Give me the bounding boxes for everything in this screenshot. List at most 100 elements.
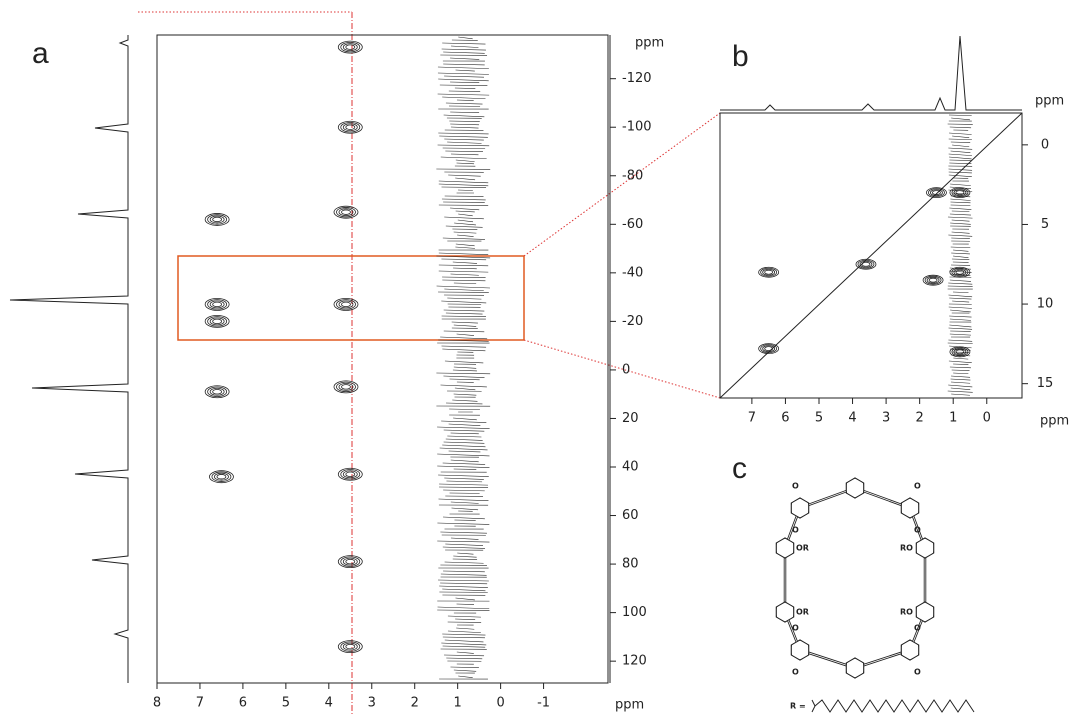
contour-ring bbox=[336, 381, 356, 393]
contour-ring bbox=[345, 124, 356, 130]
contour-ring bbox=[209, 317, 225, 326]
y-tick-label: -60 bbox=[622, 217, 643, 232]
contour-ring bbox=[212, 318, 223, 325]
x-tick-label: 6 bbox=[239, 696, 247, 711]
contour-ring bbox=[955, 190, 965, 196]
x-tick-label: 6 bbox=[781, 411, 789, 426]
contour-ring bbox=[333, 205, 359, 219]
ring-fill bbox=[776, 603, 794, 621]
peak bbox=[337, 40, 363, 54]
contour-ring bbox=[337, 467, 363, 481]
y-axis-label: ppm bbox=[1035, 94, 1064, 109]
atom-label: RO bbox=[900, 544, 913, 553]
contour-ring bbox=[204, 297, 230, 311]
benzene-ring bbox=[845, 657, 865, 679]
contour-ring bbox=[209, 387, 225, 396]
atom-label: O bbox=[914, 624, 921, 633]
contour-ring bbox=[953, 189, 967, 197]
y-tick-label: 120 bbox=[622, 654, 647, 669]
benzene-ring bbox=[915, 537, 935, 559]
x-tick-label: 7 bbox=[748, 411, 756, 426]
contour-ring bbox=[212, 301, 223, 308]
contour-ring bbox=[216, 474, 227, 480]
atom-label: RO bbox=[900, 608, 913, 617]
contour-ring bbox=[336, 299, 356, 310]
projection-trace bbox=[9, 35, 129, 683]
contour-ring bbox=[949, 346, 971, 358]
peak bbox=[333, 380, 359, 394]
contour-ring bbox=[932, 190, 941, 196]
contour-ring bbox=[338, 300, 354, 309]
y-tick-label: 100 bbox=[622, 605, 647, 620]
contour-ring bbox=[211, 471, 232, 482]
contour-ring bbox=[758, 266, 780, 278]
x-tick-label: 2 bbox=[411, 696, 419, 711]
contour-ring bbox=[207, 386, 228, 397]
contour-ring bbox=[337, 555, 363, 569]
contour-ring bbox=[345, 643, 356, 650]
y-tick-label: 60 bbox=[622, 508, 639, 523]
contour-ring bbox=[340, 556, 361, 567]
x-tick-label: 4 bbox=[848, 411, 856, 426]
diagonal bbox=[719, 112, 1023, 399]
peak bbox=[333, 297, 359, 311]
peak bbox=[209, 470, 234, 484]
atom-label: O bbox=[914, 526, 921, 535]
benzene-ring bbox=[915, 601, 935, 623]
contour-ring bbox=[212, 389, 223, 395]
contour-ring bbox=[341, 384, 351, 390]
contour-ring bbox=[342, 123, 358, 132]
peak bbox=[758, 343, 780, 355]
benzene-ring bbox=[790, 497, 810, 519]
ring-fill bbox=[791, 641, 809, 659]
x-tick-label: 1 bbox=[949, 411, 957, 426]
alkyne-bond bbox=[854, 487, 911, 509]
contour-ring bbox=[340, 641, 361, 652]
contour-ring bbox=[341, 301, 351, 308]
contour-ring bbox=[762, 345, 776, 353]
contour-ring bbox=[760, 344, 778, 354]
contour-ring bbox=[953, 348, 967, 356]
benzene-ring bbox=[845, 477, 865, 499]
panel-label: b bbox=[732, 40, 749, 73]
zoom-line bbox=[523, 339, 721, 399]
y-tick-label: 20 bbox=[622, 411, 639, 426]
x-tick-label: 4 bbox=[325, 696, 333, 711]
contour-ring bbox=[926, 187, 947, 199]
alkyl-chain bbox=[811, 699, 975, 713]
ring-fill bbox=[916, 539, 934, 557]
atom-label: O bbox=[792, 624, 799, 633]
contour-texture bbox=[947, 114, 973, 396]
contour-ring bbox=[207, 316, 228, 327]
peak bbox=[333, 205, 359, 219]
y-tick-label: -100 bbox=[622, 120, 652, 135]
contour-ring bbox=[336, 207, 356, 218]
x-tick-label: 3 bbox=[368, 696, 376, 711]
contour-ring bbox=[333, 297, 359, 311]
y-tick-label: 15 bbox=[1037, 376, 1054, 391]
panel-label: c bbox=[732, 452, 747, 485]
contour-ring bbox=[337, 40, 363, 54]
atom-label: O bbox=[792, 482, 799, 491]
contour-ring bbox=[337, 120, 363, 134]
contour-ring bbox=[345, 559, 356, 565]
x-axis-label: ppm bbox=[615, 698, 644, 713]
contour-ring bbox=[928, 277, 938, 283]
y-tick-label: 10 bbox=[1037, 297, 1054, 312]
contour-ring bbox=[928, 188, 945, 198]
contour-ring bbox=[209, 470, 234, 484]
x-tick-label: 3 bbox=[882, 411, 890, 426]
contour-ring bbox=[764, 346, 774, 352]
plot-frame bbox=[156, 34, 609, 684]
x-tick-label: 2 bbox=[916, 411, 924, 426]
peak bbox=[204, 297, 230, 311]
contour-ring bbox=[764, 269, 774, 275]
contour-ring bbox=[924, 275, 942, 285]
peak bbox=[855, 258, 877, 270]
y-tick-label: 80 bbox=[622, 557, 639, 572]
contour-ring bbox=[345, 471, 356, 477]
contour-ring bbox=[342, 470, 358, 479]
contour-ring bbox=[859, 260, 873, 268]
contour-ring bbox=[930, 189, 943, 197]
